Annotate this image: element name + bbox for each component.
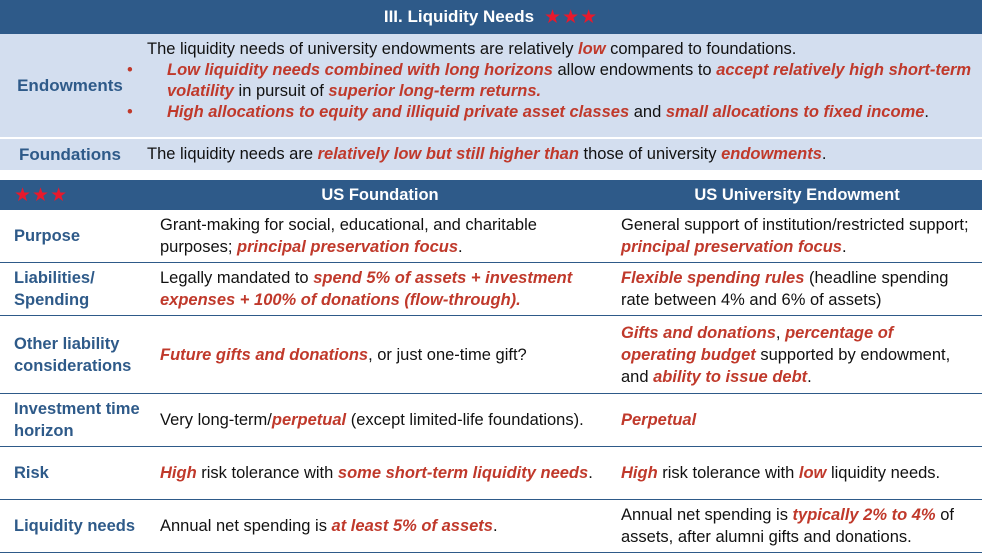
importance-stars-icon: ★★★ (14, 184, 69, 206)
table-row-liquidity-needs: Liquidity needs Annual net spending is a… (0, 500, 982, 553)
cell-endowment-purpose: General support of institution/restricte… (621, 216, 969, 256)
table-row-time-horizon: Investment time horizon Very long-term/p… (0, 394, 982, 447)
cell-foundation-purpose: Grant-making for social, educational, an… (160, 216, 537, 256)
cell-endowment-risk: High risk tolerance with low liquidity n… (621, 464, 941, 482)
endowments-bullet-1: • Low liquidity needs combined with long … (127, 61, 972, 100)
row-label-liabilities: Liabilities/ Spending (14, 269, 95, 309)
endowments-text: The liquidity needs of university endowm… (127, 39, 974, 123)
row-label-risk: Risk (14, 464, 49, 482)
foundations-label: Foundations (19, 144, 121, 164)
cell-endowment-time-horizon: Perpetual (621, 411, 697, 429)
table-row-purpose: Purpose Grant-making for social, educati… (0, 210, 982, 263)
endowments-bullet-2: • High allocations to equity and illiquid… (127, 103, 930, 121)
importance-stars-icon: ★★★ (544, 6, 599, 28)
cell-foundation-time-horizon: Very long-term/perpetual (except limited… (160, 411, 584, 429)
table-header: ★★★ US Foundation US University Endowmen… (0, 180, 982, 210)
cell-endowment-other-liability: Gifts and donations, percentage of opera… (621, 323, 951, 386)
cell-foundation-other-liability: Future gifts and donations, or just one-… (160, 345, 527, 364)
cell-endowment-liabilities: Flexible spending rules (headline spendi… (621, 269, 949, 309)
cell-foundation-liquidity-needs: Annual net spending is at least 5% of as… (160, 517, 498, 535)
table-row-other-liability: Other liability considerations Future gi… (0, 316, 982, 394)
cell-endowment-liquidity-needs: Annual net spending is typically 2% to 4… (621, 506, 954, 546)
cell-foundation-risk: High risk tolerance with some short-term… (160, 464, 593, 482)
foundations-text: The liquidity needs are relatively low b… (147, 145, 827, 163)
column-header-endowment: US University Endowment (694, 185, 900, 204)
row-label-liquidity-needs: Liquidity needs (14, 517, 136, 535)
table-row-liabilities: Liabilities/ Spending Legally mandated t… (0, 263, 982, 316)
bullet-icon: • (127, 103, 133, 121)
table-row-risk: Risk High risk tolerance with some short… (0, 447, 982, 500)
endowments-intro: The liquidity needs of university endowm… (147, 40, 797, 58)
column-header-foundation: US Foundation (321, 185, 439, 204)
row-label-other-liability: Other liability considerations (14, 334, 132, 375)
endowments-label: Endowments (17, 75, 123, 95)
row-label-purpose: Purpose (14, 227, 81, 245)
bullet-icon: • (127, 61, 133, 79)
section-title-bar: III. Liquidity Needs ★★★ (0, 0, 982, 34)
section-title: III. Liquidity Needs (383, 7, 535, 26)
foundations-row: Foundations The liquidity needs are rela… (0, 139, 982, 170)
row-label-time-horizon: Investment time horizon (14, 400, 140, 440)
cell-foundation-liabilities: Legally mandated to spend 5% of assets +… (160, 269, 573, 309)
endowments-row: Endowments The liquidity needs of univer… (0, 34, 982, 139)
